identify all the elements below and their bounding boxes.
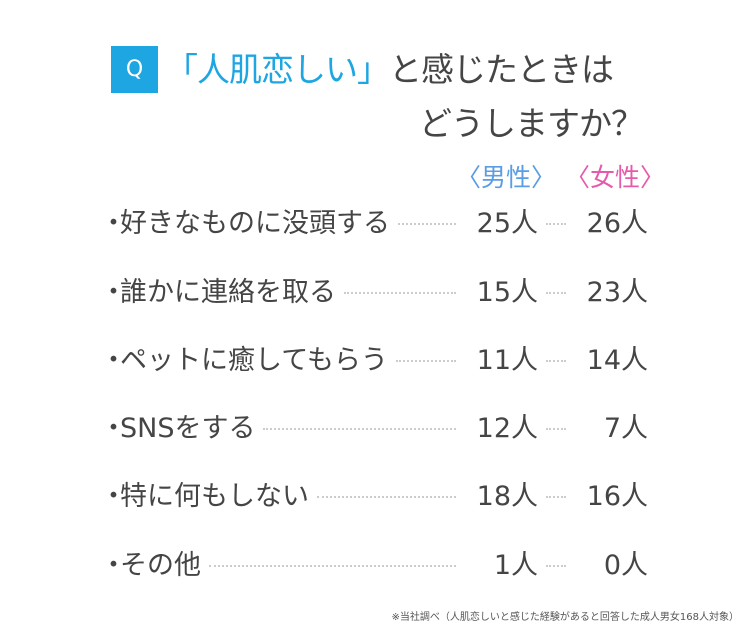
question-title-line1: 「人肌恋しい」と感じたときは xyxy=(165,46,614,94)
dotted-leader xyxy=(344,292,456,294)
bullet: ・ xyxy=(100,207,127,239)
table-row: ・ ペットに癒してもらう 11人 14人 xyxy=(100,335,648,379)
survey-note: ※当社調べ（人肌恋しいと感じた経験があると回答した成人男女168人対象） xyxy=(391,612,739,623)
table-row: ・ その他 1人 0人 xyxy=(100,540,648,584)
table-row: ・ SNSをする 12人 7人 xyxy=(100,403,648,447)
table-row: ・ 誰かに連絡を取る 15人 23人 xyxy=(100,267,648,311)
row-label: その他 xyxy=(120,549,201,581)
bullet: ・ xyxy=(100,276,127,308)
header-female: 〈女性〉 xyxy=(565,163,666,192)
row-label: 誰かに連絡を取る xyxy=(120,276,336,308)
question-badge: Q xyxy=(111,46,158,93)
row-label: SNSをする xyxy=(120,412,256,444)
dotted-leader xyxy=(546,292,566,294)
female-count: 7人 xyxy=(603,412,648,444)
bullet: ・ xyxy=(100,480,127,512)
header-male: 〈男性〉 xyxy=(456,163,557,192)
table-row: ・ 好きなものに没頭する 25人 26人 xyxy=(100,198,648,242)
male-count: 25人 xyxy=(476,207,538,239)
bullet: ・ xyxy=(100,344,127,376)
dotted-leader xyxy=(395,360,456,362)
row-label: ペットに癒してもらう xyxy=(120,344,388,376)
dotted-leader xyxy=(317,496,456,498)
dotted-leader xyxy=(546,565,566,567)
dotted-leader xyxy=(263,428,456,430)
female-count: 23人 xyxy=(586,276,648,308)
female-count: 0人 xyxy=(603,549,648,581)
male-count: 1人 xyxy=(493,549,538,581)
dotted-leader xyxy=(398,223,456,225)
bullet: ・ xyxy=(100,549,127,581)
male-count: 18人 xyxy=(476,480,538,512)
female-count: 14人 xyxy=(586,344,648,376)
question-highlight: 「人肌恋しい」 xyxy=(165,50,390,89)
dotted-leader xyxy=(546,360,566,362)
male-count: 11人 xyxy=(476,344,538,376)
question-title-line2: どうしますか？ xyxy=(419,104,644,143)
table-row: ・ 特に何もしない 18人 16人 xyxy=(100,471,648,515)
dotted-leader xyxy=(546,428,566,430)
row-label: 好きなものに没頭する xyxy=(120,207,390,239)
dotted-leader xyxy=(546,496,566,498)
dotted-leader xyxy=(209,565,456,567)
male-count: 15人 xyxy=(476,276,538,308)
row-label: 特に何もしない xyxy=(120,480,309,512)
bullet: ・ xyxy=(100,412,127,444)
question-title-rest: と感じたときは xyxy=(389,50,614,89)
female-count: 26人 xyxy=(586,207,648,239)
dotted-leader xyxy=(546,223,566,225)
female-count: 16人 xyxy=(586,480,648,512)
male-count: 12人 xyxy=(476,412,538,444)
